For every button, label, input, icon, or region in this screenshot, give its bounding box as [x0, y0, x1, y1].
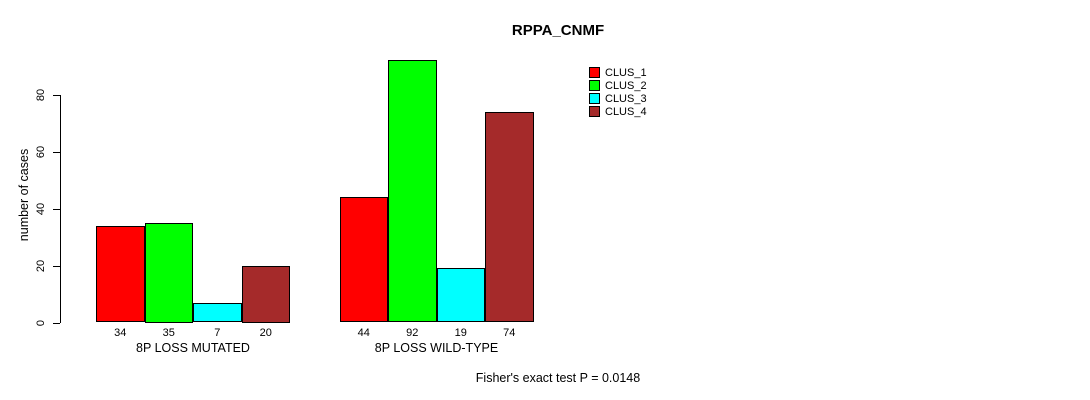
- legend-item-clus_2: CLUS_2: [589, 79, 647, 92]
- bar-clus_1-2: [339, 197, 388, 323]
- y-axis-tick-label: 40: [35, 202, 47, 215]
- legend-item-clus_4: CLUS_4: [589, 105, 647, 118]
- bar-value-label: 7: [214, 327, 221, 339]
- y-axis-label: number of cases: [17, 148, 31, 242]
- y-axis-tick: [52, 265, 60, 267]
- y-axis-tick: [52, 322, 60, 324]
- bar-value-label: 34: [114, 327, 127, 339]
- legend-item-clus_1: CLUS_1: [589, 66, 647, 79]
- bar-clus_2-1: [144, 222, 193, 323]
- legend-swatch-icon: [589, 67, 600, 78]
- y-axis-tick-label: 60: [35, 145, 47, 158]
- legend: CLUS_1 CLUS_2 CLUS_3 CLUS_4: [589, 66, 647, 118]
- legend-swatch-icon: [589, 93, 600, 104]
- bar-value-label: 44: [357, 327, 370, 339]
- bar-value-label: 92: [406, 327, 419, 339]
- y-axis-tick: [52, 94, 60, 96]
- legend-label: CLUS_3: [605, 92, 647, 105]
- y-axis-line: [59, 94, 61, 323]
- y-axis-tick: [52, 151, 60, 153]
- category-label: 8P LOSS MUTATED: [136, 341, 250, 355]
- annotation-text: Fisher's exact test P = 0.0148: [475, 371, 641, 385]
- bar-clus_4-1: [241, 265, 290, 323]
- legend-label: CLUS_1: [605, 66, 647, 79]
- legend-swatch-icon: [589, 106, 600, 117]
- bar-clus_2-2: [388, 60, 437, 323]
- chart-title: RPPA_CNMF: [511, 22, 605, 39]
- legend-label: CLUS_2: [605, 79, 647, 92]
- bar-clus_1-1: [96, 225, 145, 323]
- bar-value-label: 35: [162, 327, 175, 339]
- legend-swatch-icon: [589, 80, 600, 91]
- bar-value-label: 74: [503, 327, 516, 339]
- bar-clus_3-2: [436, 268, 485, 323]
- bar-clus_3-1: [193, 302, 242, 323]
- category-label: 8P LOSS WILD-TYPE: [374, 341, 499, 355]
- y-axis-tick-label: 20: [35, 259, 47, 272]
- legend-label: CLUS_4: [605, 105, 647, 118]
- y-axis-tick-label: 80: [35, 88, 47, 101]
- y-axis-tick: [52, 208, 60, 210]
- y-axis-tick-label: 0: [35, 319, 47, 326]
- legend-item-clus_3: CLUS_3: [589, 92, 647, 105]
- bar-value-label: 20: [259, 327, 272, 339]
- bar-value-label: 19: [454, 327, 467, 339]
- bar-clus_4-2: [485, 111, 534, 323]
